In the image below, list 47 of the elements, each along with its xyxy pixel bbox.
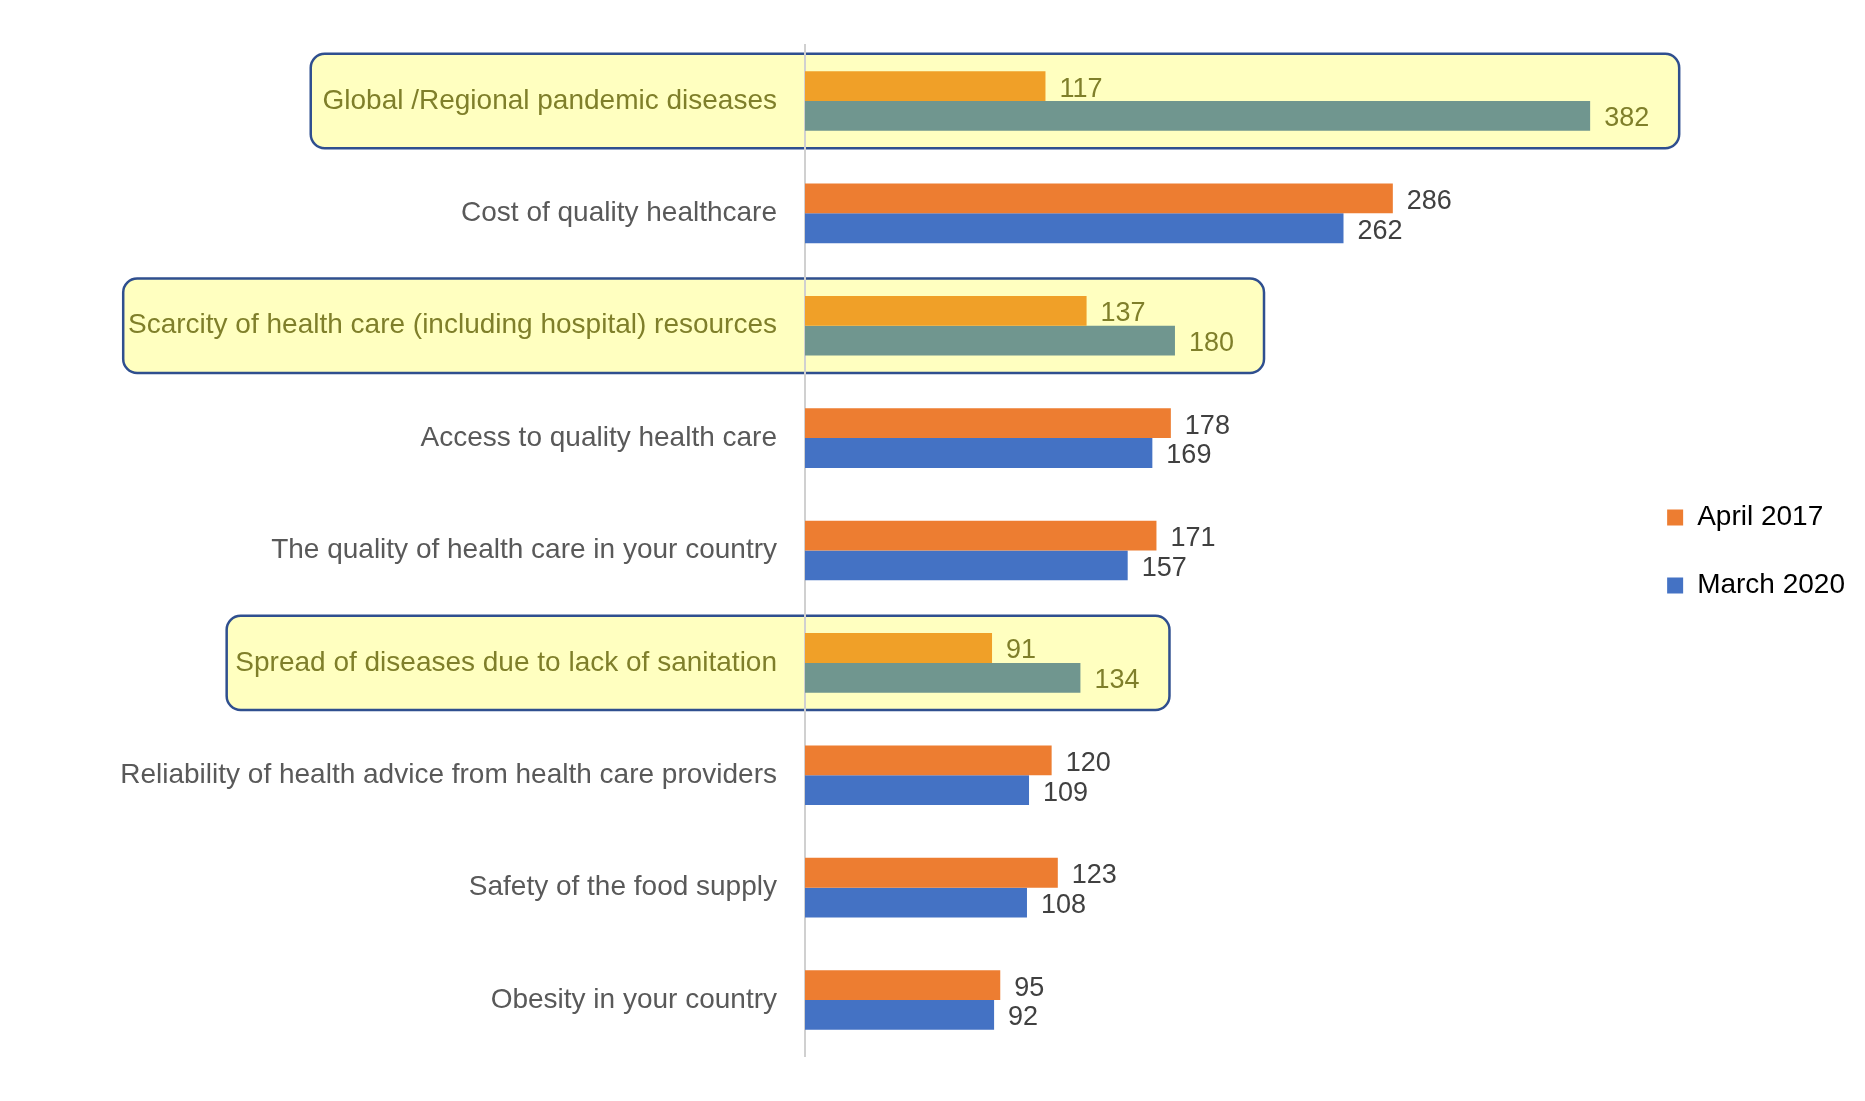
legend-label: April 2017 <box>1697 500 1824 532</box>
bar <box>805 183 1393 214</box>
bar <box>805 745 1052 776</box>
y-tick-label: Reliability of health advice from health care providers <box>120 757 777 789</box>
bar <box>805 970 1001 1001</box>
y-tick-label: Access to quality health care <box>420 420 777 452</box>
bar <box>805 887 1027 918</box>
data-label: 108 <box>1040 888 1087 919</box>
data-label: 157 <box>1141 551 1187 582</box>
legend-label: March 2020 <box>1697 568 1846 600</box>
bar <box>805 857 1058 888</box>
data-label: 134 <box>1094 664 1140 695</box>
data-label: 286 <box>1406 184 1452 215</box>
data-label: 382 <box>1604 102 1650 133</box>
data-label: 109 <box>1043 776 1089 807</box>
data-label: 120 <box>1065 746 1111 777</box>
data-label: 137 <box>1100 297 1146 328</box>
bar <box>805 662 1081 693</box>
data-label: 178 <box>1184 409 1230 440</box>
bar <box>805 408 1171 439</box>
y-tick-label: Scarcity of health care (including hospital) resources <box>128 308 777 340</box>
bar <box>805 71 1046 101</box>
y-tick-label: Cost of quality healthcare <box>461 196 777 228</box>
data-label: 91 <box>1006 634 1037 665</box>
y-tick-label: Obesity in your country <box>490 982 777 1014</box>
y-tick-label: Global /Regional pandemic diseases <box>322 83 777 115</box>
y-tick-label: The quality of health care in your country <box>271 533 777 565</box>
data-label: 95 <box>1014 971 1045 1002</box>
y-tick-label: Spread of diseases due to lack of sanitation <box>235 645 777 677</box>
data-label: 262 <box>1357 214 1403 245</box>
bar <box>805 295 1087 326</box>
y-tick-label: Safety of the food supply <box>468 870 777 902</box>
bar <box>805 775 1030 806</box>
bar <box>805 213 1344 244</box>
data-label: 92 <box>1008 1001 1039 1032</box>
bar <box>805 438 1153 468</box>
data-label: 117 <box>1059 72 1103 103</box>
bar <box>805 1000 995 1030</box>
bar <box>805 520 1157 551</box>
data-label: 171 <box>1170 522 1216 553</box>
data-label: 180 <box>1188 327 1235 358</box>
bar <box>805 100 1591 131</box>
data-label: 169 <box>1166 439 1212 470</box>
data-label: 123 <box>1071 859 1117 890</box>
bar <box>805 325 1175 356</box>
bar <box>805 633 993 663</box>
bar <box>805 550 1128 581</box>
